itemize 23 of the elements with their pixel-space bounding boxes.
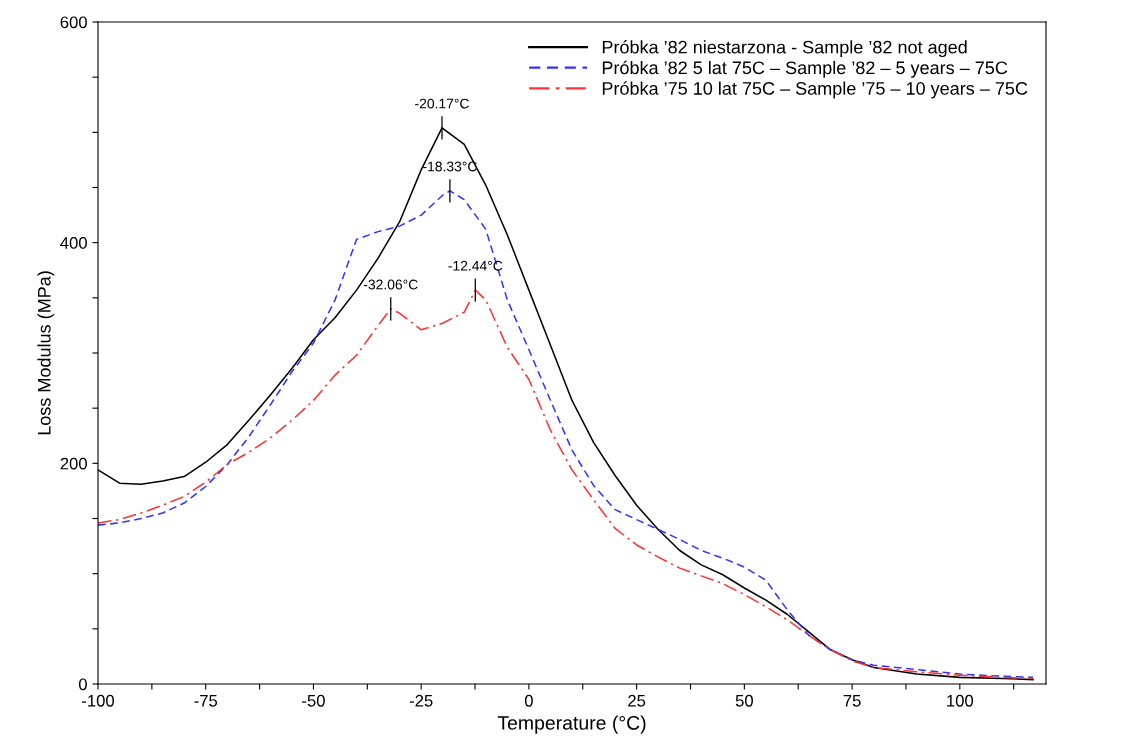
x-tick-label: 0 — [524, 694, 533, 707]
y-tick-label: 0 — [78, 678, 87, 691]
legend-label: Próbka ’82 niestarzona - Sample ’82 not aged — [602, 40, 967, 58]
y-tick-label: 600 — [60, 16, 87, 29]
x-tick-label: 75 — [843, 695, 861, 707]
annotation: -20.17°C — [415, 98, 469, 109]
x-tick-label: -25 — [409, 694, 433, 707]
legend-label: Próbka ’75 10 lat 75C – Sample ’75 – 10 years – 75C — [602, 81, 1028, 99]
x-tick-label: -100 — [82, 694, 115, 707]
x-axis-title: Temperature (°C) — [497, 715, 646, 734]
y-axis-title: Loss Modulus (MPa) — [37, 271, 55, 435]
annotation: -32.06°C — [363, 279, 418, 290]
legend-label: Próbka ’82 5 lat 75C – Sample ’82 – 5 years – 75C — [602, 60, 1008, 78]
annotation: -12.44°C — [448, 260, 503, 271]
y-tick-label: 200 — [60, 457, 87, 470]
y-tick-label: 400 — [60, 237, 87, 249]
x-tick-label: 100 — [947, 694, 974, 707]
line-series — [98, 289, 1034, 680]
x-tick-label: 50 — [735, 694, 753, 707]
annotation: -18.33°C — [423, 161, 477, 172]
x-tick-label: -75 — [194, 695, 218, 707]
x-tick-label: -50 — [302, 694, 325, 707]
x-tick-label: 25 — [628, 694, 646, 707]
